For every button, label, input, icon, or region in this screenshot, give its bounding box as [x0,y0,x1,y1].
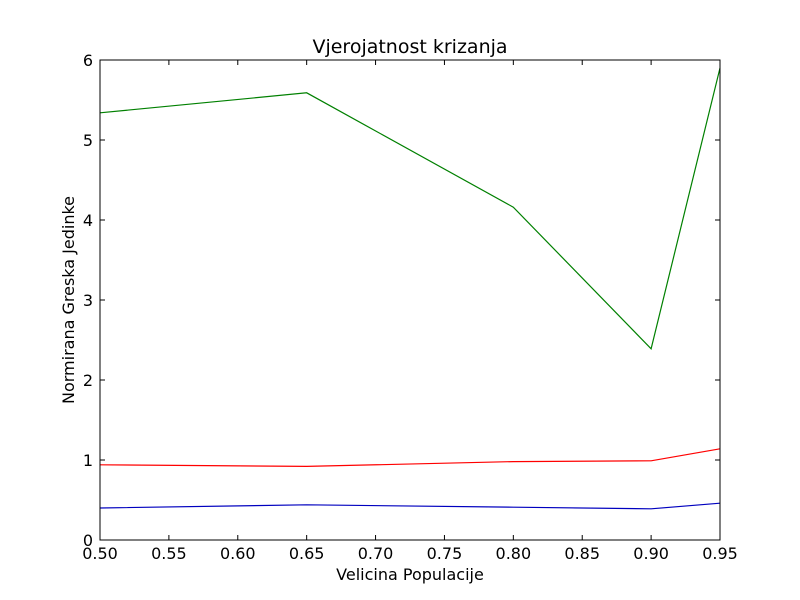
x-tick-label: 0.65 [289,544,325,563]
series-line-1 [99,502,721,510]
x-tick-label: 0.60 [220,544,256,563]
y-tick-label: 3 [83,291,93,310]
series-layer [99,67,721,510]
chart-title: Vjerojatnost krizanja [312,36,507,58]
y-axis-label: Normirana Greska Jedinke [59,196,78,404]
ticks-layer: 0.50 0.55 0.60 0.65 0.70 0.75 0.80 0.85 0.90 0.95… [82,51,738,563]
y-tick-label: 1 [83,451,93,470]
series-line-3 [99,67,721,350]
x-tick-label: 0.55 [151,544,187,563]
series-line-2 [99,448,721,468]
x-tick-label: 0.85 [564,544,600,563]
x-axis-label: Velicina Populacije [336,565,484,584]
x-tick-label: 0.75 [427,544,463,563]
y-tick-label: 6 [83,51,93,70]
x-tick-label: 0.70 [358,544,394,563]
y-tick-label: 5 [83,131,93,150]
y-tick-label: 0 [83,531,93,550]
y-tick-label: 2 [83,371,93,390]
y-tick-label: 4 [83,211,93,230]
x-tick-label: 0.50 [82,544,118,563]
x-tick-label: 0.80 [496,544,532,563]
x-tick-label: 0.95 [702,544,738,563]
x-tick-label: 0.90 [633,544,669,563]
plot-frame [99,59,721,541]
